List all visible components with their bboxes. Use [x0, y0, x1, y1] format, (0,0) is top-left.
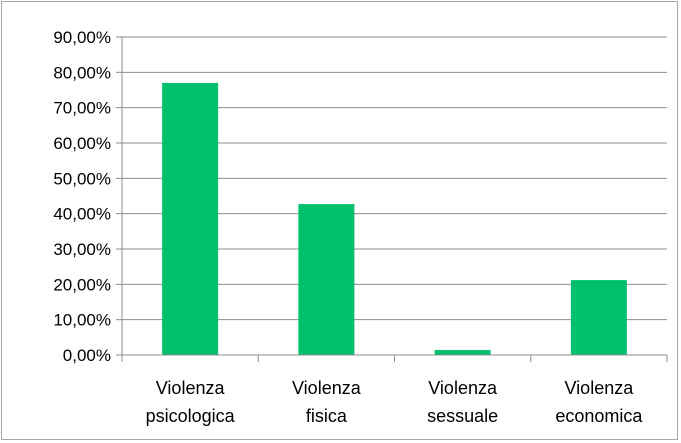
y-tick-label: 10,00% [53, 311, 111, 330]
y-tick-label: 30,00% [53, 240, 111, 259]
y-tick-label: 0,00% [63, 346, 111, 365]
x-category-label: Violenza economica [555, 378, 643, 426]
y-tick-label: 80,00% [53, 63, 111, 82]
y-tick-label: 50,00% [53, 169, 111, 188]
bars [162, 82, 627, 355]
y-tick-label: 70,00% [53, 99, 111, 118]
y-tick-label: 20,00% [53, 275, 111, 294]
y-tick-label: 60,00% [53, 134, 111, 153]
x-category-label: Violenza sessuale [427, 378, 498, 426]
bar [434, 350, 491, 355]
bar [162, 82, 219, 355]
bar [298, 204, 355, 355]
y-tick-label: 90,00% [53, 28, 111, 47]
x-axis-category-labels: Violenza psicologica Violenza fisica Violenz… [146, 378, 644, 426]
y-axis-tick-labels: 0,00% 10,00% 20,00% 30,00% 40,00% 50,00% 60,00… [53, 28, 111, 365]
x-axis [121, 37, 668, 362]
x-category-label: Violenza psicologica [146, 378, 236, 426]
x-category-label: Violenza fisica [292, 378, 362, 426]
bar [570, 280, 627, 355]
y-tick-label: 40,00% [53, 205, 111, 224]
